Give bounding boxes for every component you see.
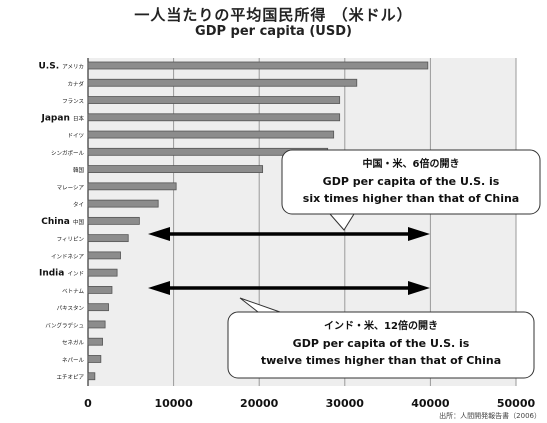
category-label: U.S. アメリカ xyxy=(39,62,85,72)
x-tick-label: 10000 xyxy=(154,397,193,410)
bar xyxy=(87,355,102,363)
x-tick-label: 40000 xyxy=(411,397,450,410)
category-label: India インド xyxy=(39,269,84,279)
bar xyxy=(87,234,129,243)
bar xyxy=(87,61,429,70)
arrow-head-right xyxy=(408,227,430,241)
callout-en-line2: twelve times higher than that of China xyxy=(261,354,501,367)
annotation-callouts: 中国・米、6倍の開き GDP per capita of the U.S. is s… xyxy=(227,149,541,379)
callout-en-line1: GDP per capita of the U.S. is xyxy=(293,337,470,350)
category-label: Japan 日本 xyxy=(41,113,85,123)
bar xyxy=(87,320,106,329)
bar xyxy=(87,165,264,173)
category-label: ベトナム xyxy=(62,288,84,295)
bar xyxy=(87,303,109,312)
chart-title-jp: 一人当たりの平均国民所得 （米ドル） xyxy=(134,6,413,24)
x-tick-label: 0 xyxy=(84,397,92,410)
category-label: フランス xyxy=(62,98,84,105)
category-label: バングラデシュ xyxy=(45,321,84,329)
bar xyxy=(87,199,159,208)
bars xyxy=(87,61,429,381)
category-label: ネパール xyxy=(62,357,85,364)
x-tick-label: 30000 xyxy=(326,397,365,410)
arrow-head-left xyxy=(148,281,170,295)
x-tick-label: 50000 xyxy=(497,397,536,410)
category-label: インドネシア xyxy=(51,253,85,260)
callout-jp-text: インド・米、12倍の開き xyxy=(324,319,438,332)
category-label: エチオピア xyxy=(56,374,84,381)
callout-box xyxy=(227,311,535,379)
bar xyxy=(87,268,118,277)
callout-en-line2: six times higher than that of China xyxy=(303,192,519,205)
chart-title-en: GDP per capita (USD) xyxy=(195,24,352,39)
category-label: マレーシア xyxy=(57,184,85,191)
category-label: China 中国 xyxy=(41,217,84,227)
category-label: シンガポール xyxy=(51,149,85,157)
bar xyxy=(87,216,140,225)
bar xyxy=(87,130,335,139)
category-label: フィリピン xyxy=(57,236,85,243)
arrow-head-left xyxy=(148,227,170,241)
category-label: 韓国 xyxy=(73,166,85,174)
bar xyxy=(87,372,96,381)
bar xyxy=(87,96,341,104)
x-tick-labels: 0 10000 20000 30000 40000 50000 xyxy=(84,397,535,410)
category-label: セネガル xyxy=(62,339,85,347)
bar xyxy=(87,182,177,191)
bar xyxy=(87,251,121,260)
callout-jp-text: 中国・米、6倍の開き xyxy=(363,157,460,170)
callout-en-line1: GDP per capita of the U.S. is xyxy=(323,175,500,188)
category-label: パキスタン xyxy=(57,304,85,312)
arrow-head-right xyxy=(408,281,430,295)
comparison-arrows xyxy=(148,227,430,295)
category-label: タイ xyxy=(73,201,84,209)
bar xyxy=(87,78,358,87)
x-tick-label: 20000 xyxy=(240,397,279,410)
source-footnote: 出所：人間開発報告書（2006） xyxy=(439,412,541,420)
bar xyxy=(87,113,341,122)
bar xyxy=(87,337,103,346)
category-label: ドイツ xyxy=(67,134,84,140)
callout-box xyxy=(281,149,541,215)
bar xyxy=(87,286,113,294)
category-label: カナダ xyxy=(67,80,84,88)
